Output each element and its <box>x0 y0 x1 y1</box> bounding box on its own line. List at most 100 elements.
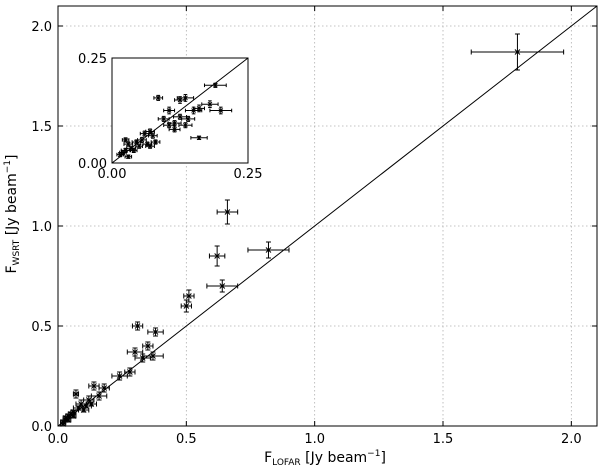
x-marker <box>125 154 131 160</box>
data-point <box>193 104 205 113</box>
x-axis-label: FLOFAR [Jy beam−1] <box>264 449 386 468</box>
x-marker <box>85 397 92 403</box>
data-point <box>131 139 142 145</box>
inset-reference-line <box>111 57 249 164</box>
x-marker <box>75 405 82 411</box>
x-marker <box>136 143 142 149</box>
x-marker <box>132 349 138 355</box>
main-data-points <box>60 33 565 427</box>
x-marker <box>150 353 156 359</box>
x-marker <box>147 143 153 149</box>
x-marker <box>207 101 213 107</box>
x-marker <box>117 152 123 157</box>
y-tick-label: 0.5 <box>31 320 52 335</box>
main-tick-labels: 0.0 0.5 1.0 1.5 2.0 0.0 0.5 1.0 1.5 2.0 <box>31 6 597 447</box>
x-marker <box>153 139 158 145</box>
data-point <box>183 289 195 303</box>
data-point <box>139 130 150 137</box>
data-point <box>124 367 136 377</box>
data-point <box>85 401 97 407</box>
x-tick-label: 2.0 <box>561 432 582 447</box>
x-marker <box>91 383 97 389</box>
x-axis-label-close: ] <box>380 450 385 466</box>
y-axis-label-main: F <box>4 265 20 273</box>
x-marker <box>142 131 147 136</box>
x-tick-label: 1.0 <box>304 432 325 447</box>
x-marker <box>73 391 79 397</box>
x-marker <box>123 137 128 143</box>
x-marker <box>196 106 202 111</box>
data-point <box>174 96 186 104</box>
x-tick-label: 1.5 <box>433 432 454 447</box>
x-marker <box>183 303 190 309</box>
data-point <box>209 106 233 115</box>
data-point <box>72 389 80 399</box>
data-point <box>131 321 144 331</box>
data-point <box>206 279 239 293</box>
data-point <box>111 371 128 381</box>
x-marker <box>172 120 177 126</box>
inset-y-tick-label: 0.25 <box>78 52 107 67</box>
x-axis-label-unit: [Jy beam <box>301 450 368 466</box>
data-point <box>129 147 138 153</box>
data-point <box>124 154 133 160</box>
x-marker <box>65 417 72 423</box>
data-point <box>247 241 290 259</box>
data-point <box>116 152 124 158</box>
inset-x-tick-label: 0.00 <box>98 167 127 182</box>
data-point <box>145 143 155 149</box>
x-marker <box>161 116 167 122</box>
x-marker <box>186 293 192 299</box>
data-point <box>150 139 161 145</box>
x-marker <box>150 133 156 139</box>
x-marker <box>219 283 226 289</box>
x-marker <box>166 108 172 113</box>
y-axis-label-exp: −1 <box>3 160 13 173</box>
data-point <box>181 115 196 122</box>
data-point <box>70 413 77 419</box>
y-tick-label: 1.0 <box>31 220 52 235</box>
x-marker <box>96 393 102 399</box>
data-point <box>167 120 182 127</box>
data-point <box>216 199 239 225</box>
data-point <box>178 122 193 129</box>
x-marker <box>183 122 188 128</box>
y-tick-label: 2.0 <box>31 20 52 35</box>
x-marker <box>101 385 108 391</box>
data-point <box>65 417 72 423</box>
data-point <box>190 135 208 141</box>
x-marker <box>152 329 159 335</box>
x-marker <box>196 135 202 141</box>
x-marker <box>166 122 172 128</box>
inset-data-points <box>116 82 233 160</box>
data-point <box>98 383 110 393</box>
data-point <box>147 327 164 337</box>
data-point <box>470 33 565 71</box>
main-plot-frame <box>57 5 598 427</box>
x-marker <box>514 49 521 55</box>
data-point <box>142 351 164 361</box>
y-axis-label-unit: [Jy beam <box>4 173 20 240</box>
y-axis-label: FWSRT [Jy beam−1] <box>3 154 22 273</box>
x-marker <box>172 127 177 132</box>
x-marker <box>134 323 141 329</box>
x-marker <box>144 343 151 349</box>
data-point <box>121 137 130 143</box>
y-axis-label-close: ] <box>4 154 20 159</box>
data-point <box>147 132 158 139</box>
data-point <box>157 115 170 122</box>
x-marker <box>155 95 161 101</box>
data-point <box>135 143 143 149</box>
data-point <box>180 299 192 313</box>
x-marker <box>116 373 123 379</box>
x-marker <box>213 82 218 88</box>
data-point <box>208 245 226 267</box>
y-axis-label-sub: WSRT <box>12 239 22 265</box>
x-marker <box>131 148 137 153</box>
data-point <box>163 106 176 115</box>
x-axis-label-sub: LOFAR <box>272 458 301 468</box>
inset-tick-labels: 0.00 0.25 0.00 0.25 <box>78 52 262 182</box>
x-tick-label: 0.0 <box>48 432 69 447</box>
x-marker <box>177 97 183 103</box>
